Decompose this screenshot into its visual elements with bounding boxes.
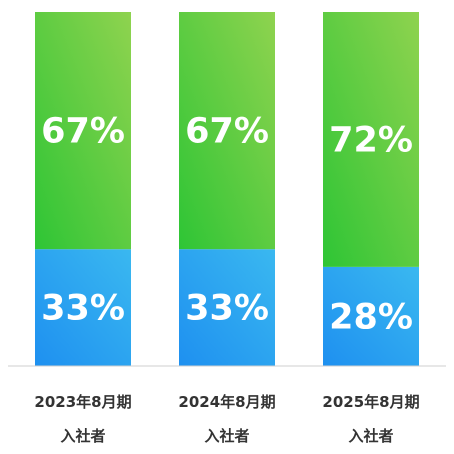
share-upper-segment-label-3: 72% — [329, 120, 413, 160]
share-upper-segment-label-1: 67% — [41, 112, 125, 152]
share-lower-segment-label-3: 28% — [329, 297, 413, 337]
share-lower-segment-bar-3 — [323, 266, 419, 366]
category-label-1-line-1: 2023年8月期 — [34, 393, 131, 411]
share-lower-segment-label-1: 33% — [41, 289, 125, 329]
category-label-3-line-1: 2025年8月期 — [322, 393, 419, 411]
segment-labels-layer: 33% 67% 33% 67% 28% 72% — [41, 112, 413, 338]
category-label-2-line-1: 2024年8月期 — [178, 393, 275, 411]
category-label-2-line-2: 入社者 — [204, 427, 249, 445]
share-lower-segment-bar-1 — [35, 249, 131, 366]
share-upper-segment-label-2: 67% — [185, 112, 269, 152]
category-label-1-line-2: 入社者 — [60, 427, 105, 445]
share-upper-segment-bar-1 — [35, 12, 131, 250]
share-lower-segment-label-2: 33% — [185, 289, 269, 329]
share-upper-segment-bar-3 — [323, 12, 419, 267]
share-upper-segment-bar-2 — [179, 12, 275, 250]
category-label-3-line-2: 入社者 — [348, 427, 393, 445]
share-lower-segment-bar-2 — [179, 249, 275, 366]
bars-layer — [35, 12, 419, 366]
